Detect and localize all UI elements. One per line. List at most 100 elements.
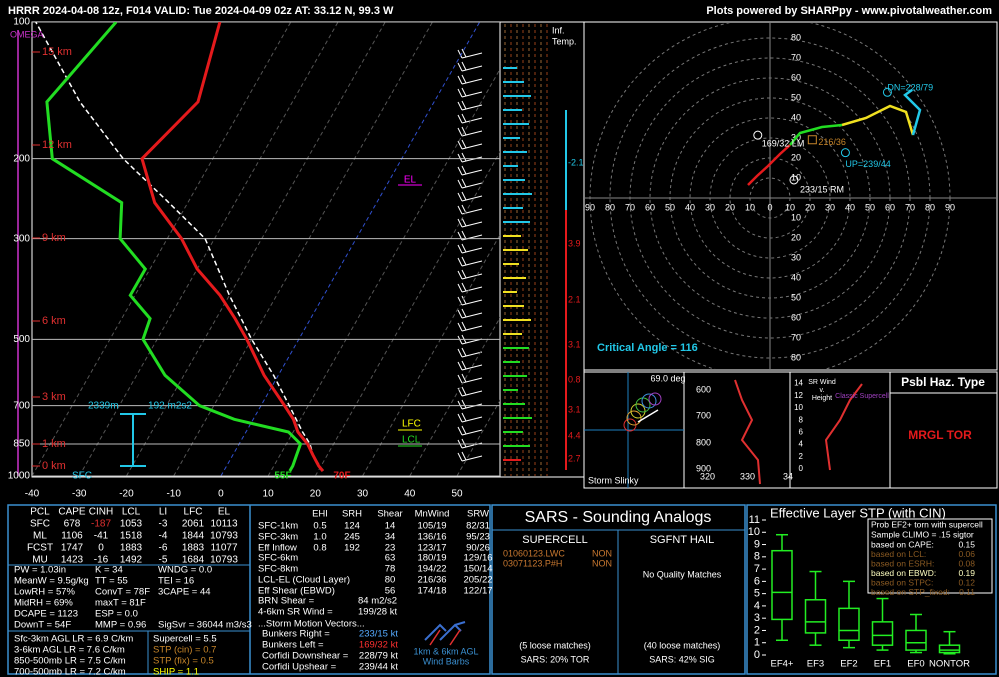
- table-header: LI: [159, 507, 167, 518]
- index: maxT = 81F: [95, 598, 146, 609]
- table-cell: 10793: [210, 555, 238, 566]
- kin-cell: 205/22: [463, 575, 492, 586]
- composite: Supercell = 5.5: [153, 634, 217, 645]
- theta-y-label: 700: [696, 410, 711, 420]
- motion-value: 239/44 kt: [359, 662, 398, 673]
- slinky-vector: [637, 409, 659, 423]
- hodo-tick-label: 70: [625, 202, 635, 212]
- index: MidRH = 69%: [14, 598, 73, 609]
- stp-y-label: 11: [749, 514, 760, 526]
- height-label: 1 km: [42, 438, 66, 450]
- prob-value: 0.08: [958, 558, 975, 568]
- barb: [457, 308, 483, 319]
- table-header: CINH: [89, 507, 113, 518]
- profile-line: [45, 22, 303, 472]
- kin-cell: 192: [344, 543, 360, 554]
- sr-wind-profile: [824, 383, 863, 471]
- barb: [457, 347, 483, 358]
- theta-e-profile: [734, 379, 761, 485]
- stp-y-label: 9: [754, 538, 760, 550]
- table-cell: 1747: [61, 543, 84, 554]
- prob-label: based on CAPE:: [871, 539, 934, 549]
- index: 3CAPE = 44: [158, 587, 211, 598]
- sars-col: SGFNT HAIL: [650, 534, 715, 546]
- hodo-tick-label: 60: [885, 202, 895, 212]
- hodo-tick-label: 10: [745, 202, 755, 212]
- critical-angle: Critical Angle = 116: [597, 342, 698, 354]
- index: DownT = 54F: [14, 620, 71, 631]
- x-tick-label: -30: [72, 489, 87, 500]
- x-tick-label: -10: [166, 489, 181, 500]
- stp-category: EF4+: [771, 659, 794, 670]
- x-tick-label: -20: [119, 489, 134, 500]
- kin-cell: 56: [385, 586, 396, 597]
- table-cell: 1518: [120, 531, 143, 542]
- hodo-ring: [749, 177, 791, 219]
- barb: [457, 113, 483, 124]
- eff-inflow-bracket: [120, 413, 146, 467]
- kin-cell: 23: [385, 543, 396, 554]
- eff-top: 2339m: [88, 401, 119, 412]
- motion-label: 233/15 RM: [800, 184, 844, 194]
- barb: [457, 191, 483, 202]
- motion-value: 169/32 kt: [359, 640, 398, 651]
- table-header: LFC: [184, 507, 203, 518]
- stp-box: [804, 599, 827, 634]
- prob-label: based on LCL:: [871, 549, 926, 559]
- table-header: PCL: [30, 507, 50, 518]
- motion-label: Bunkers Left =: [262, 640, 324, 651]
- hodo-tick-label: 20: [725, 202, 735, 212]
- stp-y-label: 10: [748, 526, 760, 538]
- stp-y-label: 3: [754, 612, 760, 624]
- sars-match: 03071123.P#H: [503, 558, 562, 568]
- hodo-tick-label: 80: [791, 352, 801, 362]
- composite: SHIP = 1.1: [153, 667, 199, 677]
- hodo-tick-label: 20: [791, 152, 801, 162]
- kin-cell: 216/36: [417, 575, 446, 586]
- stp-category: EF0: [907, 659, 924, 670]
- x-tick-label: 10: [263, 489, 275, 500]
- x-tick-label: 30: [357, 489, 369, 500]
- theta-y-label: 800: [696, 437, 711, 447]
- stp-y-label: 4: [754, 600, 760, 612]
- hodo-tick-label: 70: [791, 52, 801, 62]
- stp-frame: [746, 504, 997, 675]
- theta-x-label: 320: [700, 471, 715, 481]
- hodo-tick-label: 60: [791, 312, 801, 322]
- barb: [457, 399, 483, 410]
- title: HRRR 2024-04-08 12z, F014 VALID: Tue 202…: [8, 5, 394, 17]
- table-cell: -3: [159, 519, 168, 530]
- hodo-tick-label: 30: [825, 202, 835, 212]
- sr-wind-title: v.: [820, 387, 825, 394]
- kin-cell: 122/17: [463, 586, 492, 597]
- barb-caption: Wind Barbs: [423, 656, 470, 666]
- kin-label: SFC-6km: [258, 553, 298, 564]
- sr-y-label: 10: [794, 403, 803, 412]
- eff-srh: 192 m2s2: [148, 401, 192, 412]
- hazard-value: MRGL TOR: [908, 428, 972, 442]
- inf-temp: -2.1: [568, 157, 584, 167]
- index: ESP = 0.0: [95, 609, 138, 620]
- table-cell: -16: [94, 555, 109, 566]
- prob-value: 0.19: [958, 568, 975, 578]
- motion-label: Corfidi Downshear =: [262, 651, 349, 662]
- hodo-tick-label: 20: [805, 202, 815, 212]
- inf-temp: 2.1: [568, 294, 581, 304]
- sr-wind-note: Classic Supercell: [835, 393, 889, 400]
- theta-x-label: 330: [740, 471, 755, 481]
- barb: [457, 74, 483, 85]
- sars-loose: (40 loose matches): [644, 640, 721, 650]
- stp-y-label: 5: [754, 588, 760, 600]
- table-cell: MU: [32, 555, 48, 566]
- table-cell: 10793: [210, 531, 238, 542]
- height-label: 9 km: [42, 232, 66, 244]
- hazard-title: Psbl Haz. Type: [901, 375, 985, 389]
- hodo-tick-label: 40: [685, 202, 695, 212]
- hodo-trace: [747, 144, 791, 186]
- barb: [457, 48, 483, 59]
- lcl-label: LCL: [402, 435, 421, 446]
- table-header: LCL: [122, 507, 141, 518]
- kin-cell: 136/16: [417, 532, 446, 543]
